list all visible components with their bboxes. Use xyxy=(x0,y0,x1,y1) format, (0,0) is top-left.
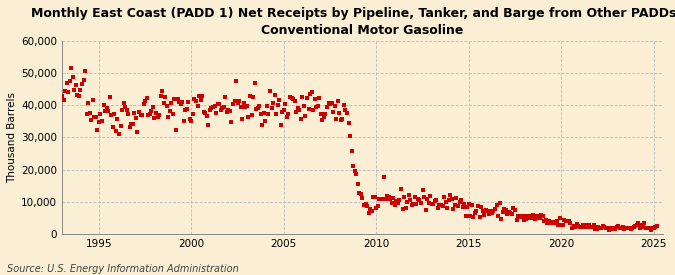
Title: Monthly East Coast (PADD 1) Net Receipts by Pipeline, Tanker, and Barge from Oth: Monthly East Coast (PADD 1) Net Receipts… xyxy=(30,7,675,37)
Y-axis label: Thousand Barrels: Thousand Barrels xyxy=(7,92,17,183)
Text: Source: U.S. Energy Information Administration: Source: U.S. Energy Information Administ… xyxy=(7,264,238,274)
